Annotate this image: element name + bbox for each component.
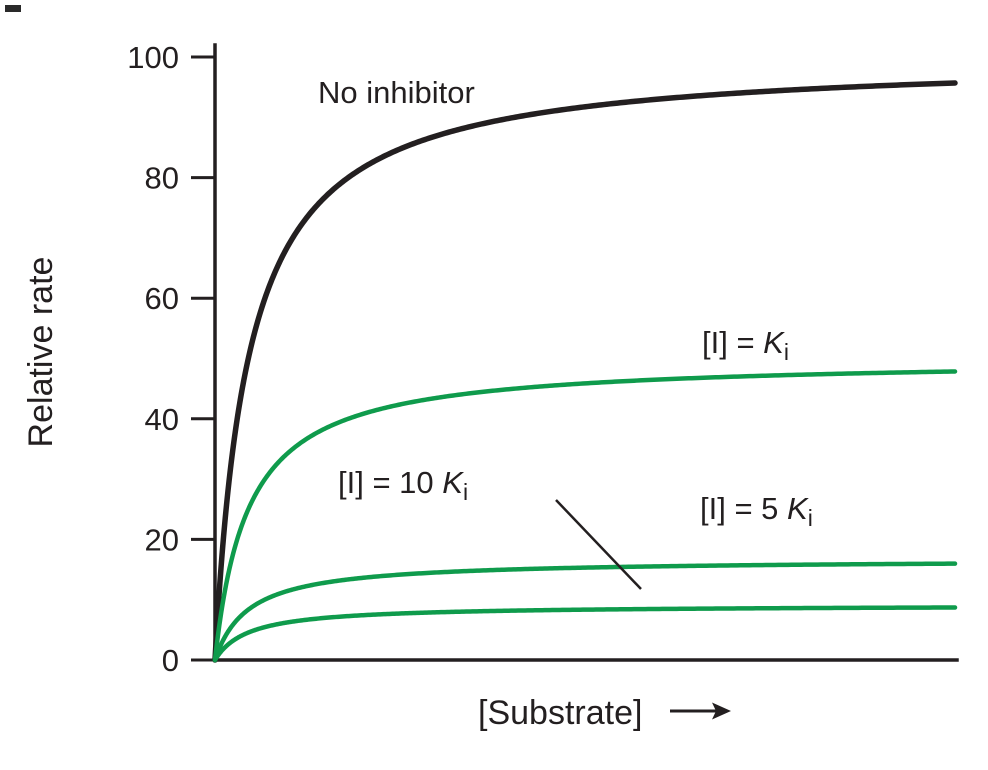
y-axis-tick-label: 100 (127, 40, 179, 75)
label-no-inhibitor: No inhibitor (318, 75, 475, 110)
curve-no-inhibitor (212, 80, 958, 663)
label-5ki-prefix: [I] = 5 (700, 491, 787, 526)
y-axis-tick-label: 40 (145, 402, 179, 437)
curve-i-equals-5ki (212, 561, 958, 663)
curve-i-equals-ki (212, 369, 958, 663)
y-axis-title: Relative rate (22, 257, 60, 448)
label-5ki-subscript: i (808, 505, 813, 531)
y-axis-tick-label: 0 (162, 643, 179, 678)
label-ki-subscript: i (784, 339, 789, 365)
label-ki-prefix: [I] = (702, 325, 763, 360)
curves-group (212, 80, 958, 663)
label-i-equals-5ki: [I] = 5 Ki (700, 491, 813, 531)
y-axis-tick-label: 80 (145, 161, 179, 196)
curve-i-equals-10ki (212, 605, 958, 663)
label-i-equals-10ki: [I] = 10 Ki (338, 465, 468, 505)
corner-artifact (5, 5, 21, 12)
y-axis-ticks-group: 0 20 40 60 80 100 (127, 40, 215, 678)
label-5ki-symbol: K (787, 491, 809, 526)
pointer-line-10ki (555, 499, 642, 590)
label-10ki-symbol: K (442, 465, 464, 500)
x-axis-title: [Substrate] (478, 694, 642, 732)
y-axis-tick-label: 20 (145, 522, 179, 557)
label-10ki-subscript: i (463, 479, 468, 505)
right-arrow-icon (670, 702, 731, 720)
y-axis-tick-label: 60 (145, 281, 179, 316)
right-arrow-head (712, 702, 731, 720)
label-10ki-prefix: [I] = 10 (338, 465, 442, 500)
label-ki-symbol: K (763, 325, 785, 360)
label-i-equals-ki: [I] = Ki (702, 325, 789, 365)
